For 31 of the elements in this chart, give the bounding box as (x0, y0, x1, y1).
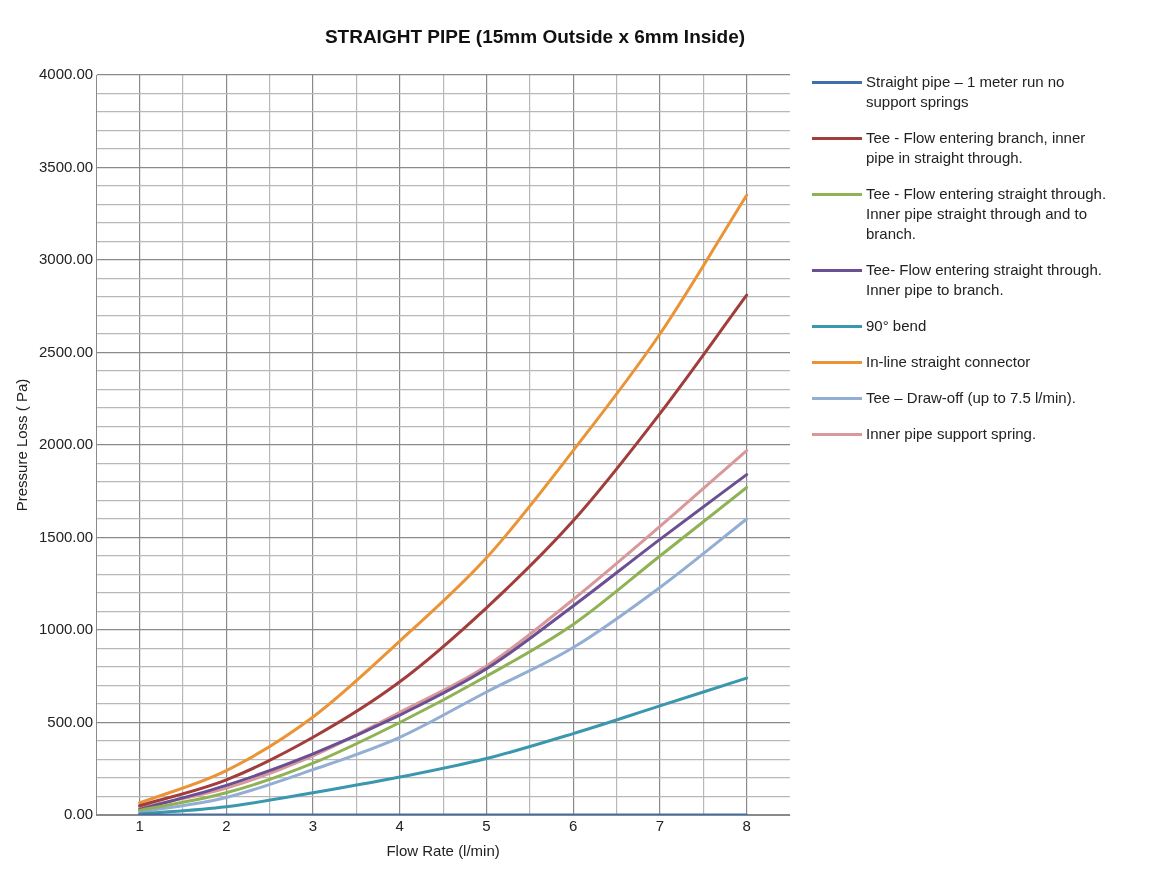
y-tick-label: 3500.00 (38, 157, 94, 175)
y-tick-label: 1000.00 (38, 620, 94, 638)
x-tick-label: 2 (222, 817, 231, 835)
legend-label: Tee - Flow entering branch, inner pipe in straight through. (866, 128, 1087, 168)
chart-title: STRAIGHT PIPE (15mm Outside x 6mm Inside) (323, 26, 747, 48)
x-tick-label: 5 (482, 817, 491, 835)
legend-label: Tee - Flow entering straight through. Inner pipe straight through and to branch. (866, 184, 1108, 244)
x-tick-label: 1 (135, 817, 144, 835)
line-series (138, 193, 749, 805)
y-tick-label: 2000.00 (38, 435, 94, 453)
x-tick-label: 3 (308, 817, 318, 835)
line-series (138, 293, 749, 808)
y-tick-label: 2500.00 (38, 342, 94, 360)
x-axis-title: Flow Rate (l/min) (386, 842, 500, 860)
x-tick-label: 4 (395, 817, 404, 835)
legend-label: 90° bend (866, 316, 927, 336)
x-tick-label: 6 (569, 817, 578, 835)
legend-label: In-line straight connector (866, 352, 1031, 372)
y-tick-label: 4000.00 (38, 65, 94, 83)
y-axis-title: Pressure Loss ( Pa) (13, 378, 31, 512)
legend-label: Tee – Draw-off (up to 7.5 l/min). (866, 388, 1076, 408)
y-tick-label: 3000.00 (38, 250, 94, 268)
y-tick-label: 1500.00 (38, 527, 94, 545)
legend-label: Inner pipe support spring. (866, 424, 1037, 444)
x-tick-label: 7 (655, 817, 665, 835)
legend-label: Straight pipe – 1 meter run no support springs (866, 72, 1066, 112)
x-tick-label: 8 (742, 817, 751, 835)
y-tick-label: 500.00 (47, 712, 94, 730)
y-tick-label: 0.00 (64, 805, 94, 823)
legend-label: Tee- Flow entering straight through. Inner pipe to branch. (866, 260, 1103, 300)
line-series (138, 676, 749, 815)
